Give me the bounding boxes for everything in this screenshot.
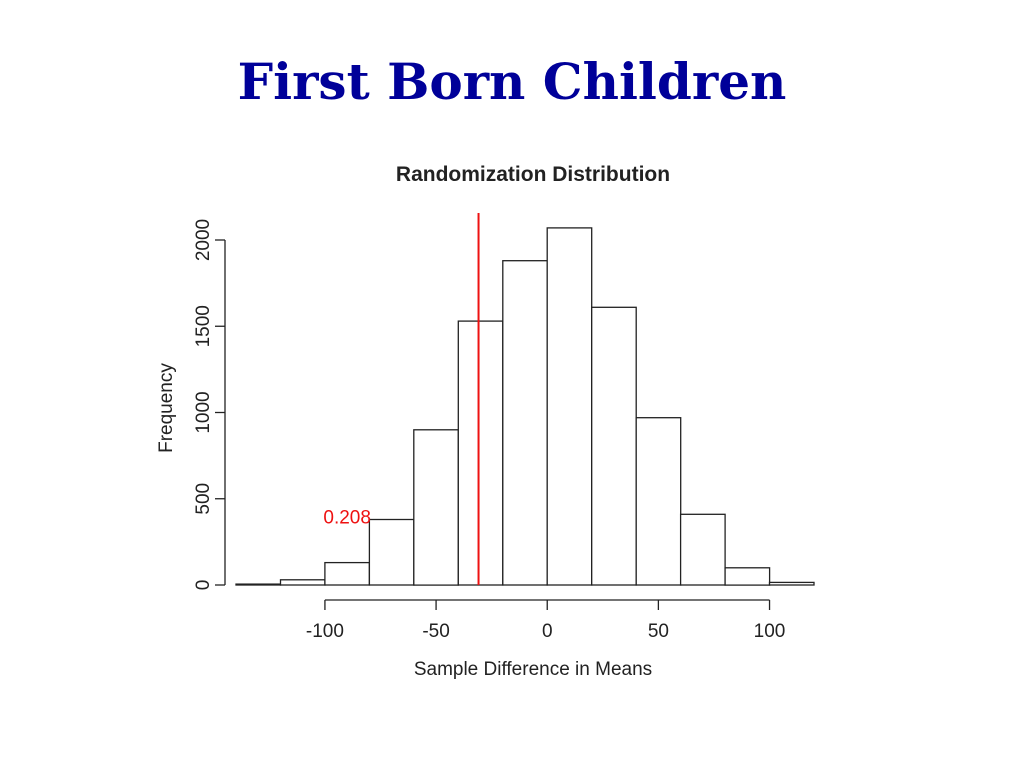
y-tick-label: 0 — [193, 580, 214, 591]
y-axis-label: Frequency — [156, 363, 177, 453]
slide-title: First Born Children — [237, 52, 787, 111]
histogram-bars — [235, 227, 815, 586]
histogram-bar — [724, 567, 771, 586]
histogram-bar — [457, 320, 504, 586]
histogram-bar — [679, 513, 726, 586]
y-tick-label: 1000 — [193, 391, 214, 433]
histogram-bar — [502, 260, 548, 586]
y-tick-label: 500 — [193, 483, 214, 515]
y-tick-label: 2000 — [193, 219, 214, 261]
x-tick-label: 100 — [754, 621, 786, 642]
histogram-bar — [591, 306, 637, 586]
x-tick-label: -50 — [422, 621, 449, 642]
x-axis: -100 -50 0 50 100 — [306, 599, 786, 642]
histogram-bar — [635, 417, 682, 586]
histogram-bar — [235, 583, 282, 586]
histogram-bar — [368, 518, 415, 586]
x-tick-label: -100 — [306, 621, 344, 642]
x-axis-label: Sample Difference in Means — [414, 659, 652, 680]
annotations: 0.208 — [323, 213, 480, 585]
y-tick-label: 1500 — [193, 305, 214, 347]
x-tick-label: 50 — [648, 621, 669, 642]
chart-title: Randomization Distribution — [396, 163, 670, 186]
p-value-label: 0.208 — [323, 508, 371, 529]
histogram-bar — [546, 227, 593, 586]
histogram-bar — [279, 579, 326, 586]
histogram-bar — [413, 429, 459, 586]
histogram-bar — [768, 581, 815, 586]
x-tick-label: 0 — [542, 621, 553, 642]
y-axis: 0 500 1000 1500 2000 — [193, 219, 226, 591]
histogram-bar — [324, 561, 371, 586]
